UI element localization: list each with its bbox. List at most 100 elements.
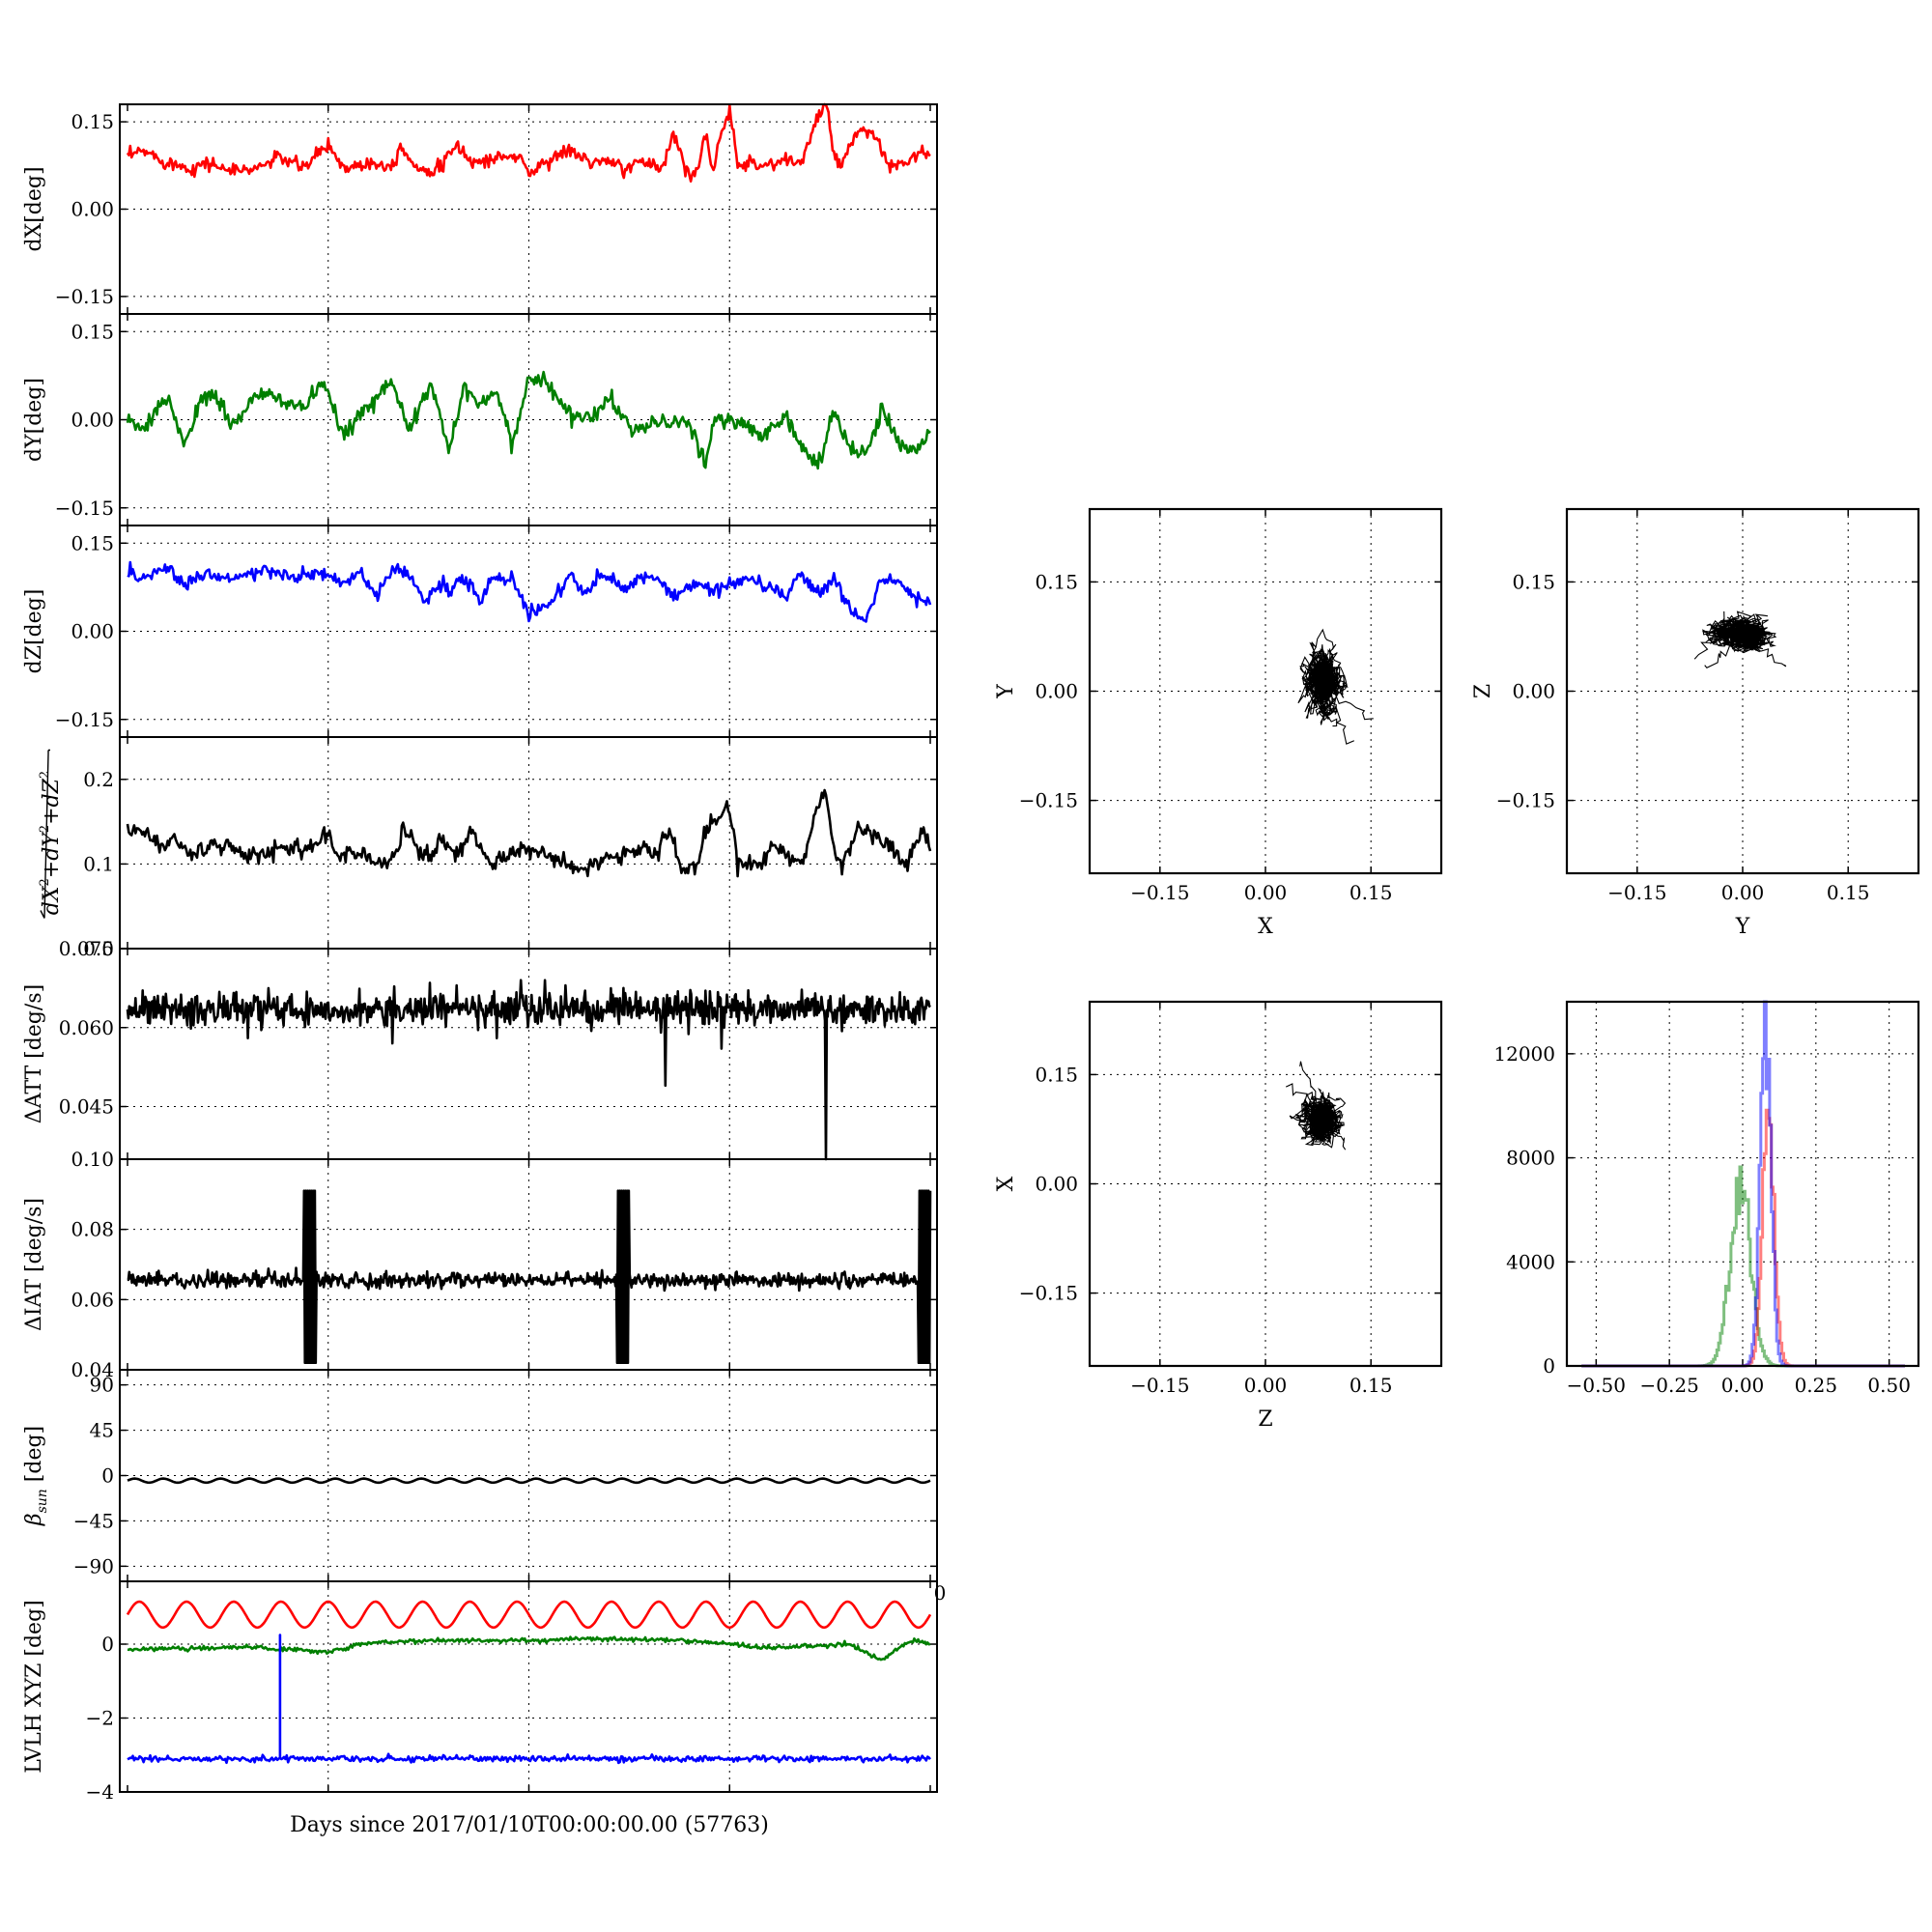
series-line-dx-0 [126, 102, 931, 183]
panel-beta: 90 45 0 −45 −90 βsun [deg] [22, 1369, 938, 1582]
frame-yz [1565, 507, 1920, 875]
y-tick-label: 0.2 [83, 768, 114, 791]
y-axis-label: ΔATT [deg/s] [22, 984, 46, 1123]
series-line-dy-0 [126, 370, 931, 470]
y-tick-label: 0.00 [1035, 680, 1078, 703]
panel-lvlh: 0 −2 −4 LVLH XYZ [deg] [22, 1580, 938, 1804]
series-line-dz-0 [127, 560, 932, 623]
y-axis-label: Y [994, 684, 1018, 699]
grid-diat [120, 1159, 937, 1370]
y-tick-label: 0.00 [1035, 1173, 1078, 1196]
panel-dy: 0.15 0.00 −0.15 dY[deg] [22, 313, 938, 526]
y-axis-label: ΔIAT [deg/s] [22, 1198, 46, 1331]
y-tick-label: 0.00 [71, 620, 114, 643]
y-tick-label: 8000 [1506, 1147, 1555, 1170]
series-line-datt-0 [126, 979, 931, 1161]
y-tick-label: −0.15 [1019, 1282, 1078, 1305]
hist-series-1 [1581, 1108, 1905, 1368]
panel-xy: −0.15 0.00 0.15 0.15 0.00 −0.15 X Y [994, 507, 1443, 939]
grid-zx [1090, 1002, 1441, 1366]
y-axis-label: βsun [deg] [22, 1426, 50, 1526]
y-tick-label: 0.00 [71, 409, 114, 432]
scatter-trace-zx [1285, 1061, 1347, 1151]
y-axis-label: dX[deg] [22, 166, 46, 251]
y-axis-label: dX2+dY2+dZ2 [38, 771, 64, 915]
y-axis-label: dY[deg] [22, 378, 46, 462]
y-tick-label: 0.0 [83, 937, 114, 960]
frame-zx [1088, 1000, 1443, 1368]
y-tick-label: −90 [73, 1554, 114, 1577]
y-axis-label: LVLH XYZ [deg] [22, 1600, 46, 1774]
y-tick-label: 0.15 [1512, 570, 1555, 593]
y-axis-label: Z [1471, 684, 1495, 698]
scatter-trace-yz [1693, 611, 1787, 668]
y-tick-label: 0 [101, 1464, 114, 1488]
x-tick-label: −0.25 [1640, 1374, 1699, 1397]
series-line-lvlh-0 [126, 1600, 932, 1630]
x-tick-label: −0.50 [1567, 1374, 1626, 1397]
x-tick-label: −0.15 [1130, 1374, 1189, 1397]
y-tick-label: 12000 [1493, 1042, 1555, 1065]
x-tick-label: 0.25 [1795, 1374, 1838, 1397]
x-tick-label: 0.00 [1721, 881, 1765, 904]
series-line-lvlh-1 [127, 1635, 931, 1662]
y-tick-label: −45 [73, 1509, 114, 1532]
hist-series-2 [1581, 1000, 1905, 1368]
y-tick-label: −0.15 [1019, 789, 1078, 812]
x-tick-label: 0.15 [1827, 881, 1870, 904]
y-tick-label: −0.15 [55, 497, 114, 520]
y-tick-label: −2 [86, 1707, 114, 1730]
panel-dtot: 0.2 0.1 0.0 dX2+dY2+dZ2 [38, 736, 938, 960]
frame-lvlh [119, 1580, 938, 1793]
x-tick-label: −0.15 [1130, 881, 1189, 904]
frame-hist [1565, 1000, 1920, 1368]
sqrt-sign [40, 749, 50, 919]
y-tick-label: 45 [90, 1419, 114, 1442]
y-tick-label: 0.15 [71, 531, 114, 554]
grid-dtot [120, 737, 937, 949]
y-tick-label: −0.15 [55, 285, 114, 308]
y-tick-label: 0.00 [1512, 680, 1555, 703]
y-tick-label: 0.045 [59, 1095, 114, 1119]
y-tick-label: 0.10 [71, 1148, 114, 1171]
frame-xy [1088, 507, 1443, 875]
x-tick-label: 0.00 [1244, 881, 1288, 904]
y-tick-label: 0.15 [1035, 1063, 1078, 1086]
x-tick-label: 0.00 [1721, 1374, 1765, 1397]
y-tick-label: 0.04 [71, 1358, 114, 1381]
series-line-dtot-0 [126, 788, 932, 878]
panel-dz: 0.15 0.00 −0.15 dZ[deg] [22, 525, 938, 738]
grid-dy [120, 314, 937, 526]
y-tick-label: 4000 [1506, 1250, 1555, 1273]
y-tick-label: −0.15 [1496, 789, 1555, 812]
x-axis-label: X [1258, 915, 1273, 939]
series-line-beta-0 [127, 1477, 931, 1485]
y-tick-label: 0.075 [59, 937, 114, 960]
x-tick-label: 0.15 [1350, 881, 1393, 904]
x-tick-label: −0.15 [1607, 881, 1666, 904]
y-axis-label: dZ[deg] [22, 589, 46, 674]
grid-yz [1567, 509, 1918, 873]
grid-xy [1090, 509, 1441, 873]
y-tick-label: 0.08 [71, 1218, 114, 1241]
grid-beta [120, 1370, 937, 1581]
x-axis-label: Y [1735, 915, 1750, 939]
hist-series-0 [1581, 1165, 1905, 1368]
panel-zx: −0.15 0.00 0.15 0.15 0.00 −0.15 Z X [994, 1000, 1443, 1432]
stray-tick-label: 0 [934, 1581, 947, 1605]
y-tick-label: 0.00 [71, 198, 114, 221]
panel-datt: 0.075 0.060 0.045 ΔATT [deg/s] [22, 937, 938, 1161]
panel-diat: 0.10 0.08 0.06 0.04 ΔIAT [deg/s] [22, 1148, 938, 1381]
scatter-trace-xy [1297, 628, 1374, 745]
y-tick-label: 0 [101, 1633, 114, 1656]
frame-datt [119, 948, 938, 1160]
grid-dz [120, 526, 937, 737]
series-line-diat-0 [127, 1189, 932, 1364]
y-tick-label: 0.15 [71, 110, 114, 133]
x-tick-label: 0.15 [1350, 1374, 1393, 1397]
x-tick-label: 0.00 [1244, 1374, 1288, 1397]
y-tick-label: 90 [90, 1374, 114, 1397]
y-tick-label: 0.1 [83, 852, 114, 875]
x-tick-label: 0.50 [1867, 1374, 1911, 1397]
